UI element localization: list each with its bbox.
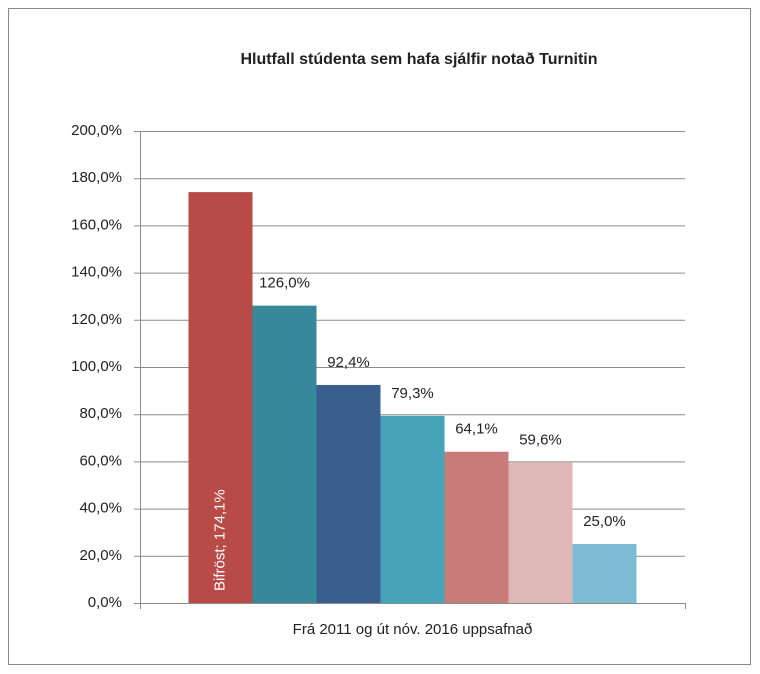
bar (508, 462, 573, 603)
y-tick-label: 180,0% (71, 169, 122, 186)
y-tick-label: 140,0% (71, 264, 122, 281)
data-label: 59,6% (519, 431, 562, 448)
x-tick-label: Frá 2011 og út nóv. 2016 uppsafnað (293, 621, 533, 638)
chart-title: Hlutfall stúdenta sem hafa sjálfir notað… (240, 51, 597, 68)
bar (444, 451, 509, 603)
y-tick-label: 60,0% (79, 452, 122, 469)
bar (316, 384, 381, 603)
y-tick-label: 100,0% (71, 358, 122, 375)
bar (188, 192, 253, 603)
data-label: 64,1% (455, 421, 498, 438)
data-label: 25,0% (583, 513, 626, 530)
data-label: 92,4% (327, 354, 370, 371)
bar (252, 305, 317, 603)
y-tick-label: 0,0% (88, 594, 122, 611)
y-tick-label: 200,0% (71, 122, 122, 139)
y-tick-label: 80,0% (79, 405, 122, 422)
y-tick-label: 20,0% (79, 547, 122, 564)
data-label: Bifröst; 174,1% (211, 489, 228, 591)
data-label: 126,0% (259, 275, 310, 292)
data-label: 79,3% (391, 385, 434, 402)
bar (380, 415, 445, 603)
bar (572, 544, 637, 603)
y-tick-label: 160,0% (71, 216, 122, 233)
y-tick-label: 40,0% (79, 500, 122, 517)
y-tick-label: 120,0% (71, 311, 122, 328)
